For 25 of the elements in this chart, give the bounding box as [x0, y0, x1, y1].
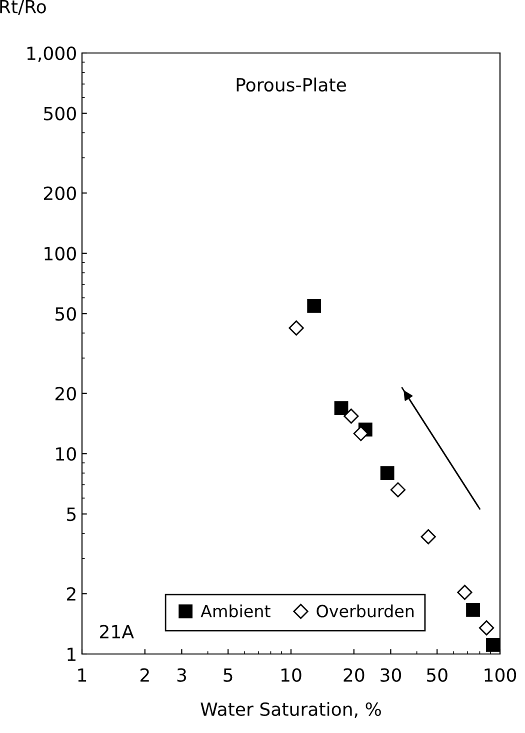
- y-tick-label: 500: [44, 106, 76, 120]
- legend-label: Ambient: [200, 604, 270, 618]
- y-tick-label: 200: [44, 186, 76, 200]
- y-tick-label: 10: [56, 447, 76, 461]
- y-tick-label: 2: [66, 587, 76, 601]
- x-tick-label: 1: [78, 668, 86, 682]
- y-tick-label: 20: [55, 386, 76, 400]
- y-tick-label: 100: [44, 246, 76, 260]
- y-tick-label: 1: [68, 648, 76, 661]
- y-tick-label: 5: [67, 508, 76, 522]
- x-tick-label: 20: [344, 668, 364, 682]
- x-tick-label: 2: [140, 668, 149, 682]
- annotation: 21A: [100, 624, 134, 638]
- y-axis-title: Rt/Ro: [0, 0, 46, 15]
- y-tick-label: 1,000: [27, 46, 76, 62]
- x-tick-label: 3: [177, 668, 186, 682]
- x-tick-label: 10: [281, 668, 302, 682]
- y-tick-label: 50: [56, 307, 76, 321]
- x-tick-label: 100: [484, 668, 516, 682]
- x-tick-label: 30: [380, 668, 402, 682]
- annotation: Porous-Plate: [236, 78, 346, 92]
- x-tick-label: 5: [224, 668, 232, 682]
- x-tick-label: 50: [426, 668, 448, 682]
- legend-label: Overburden: [316, 604, 414, 618]
- x-axis-title: Water Saturation, %: [200, 702, 381, 718]
